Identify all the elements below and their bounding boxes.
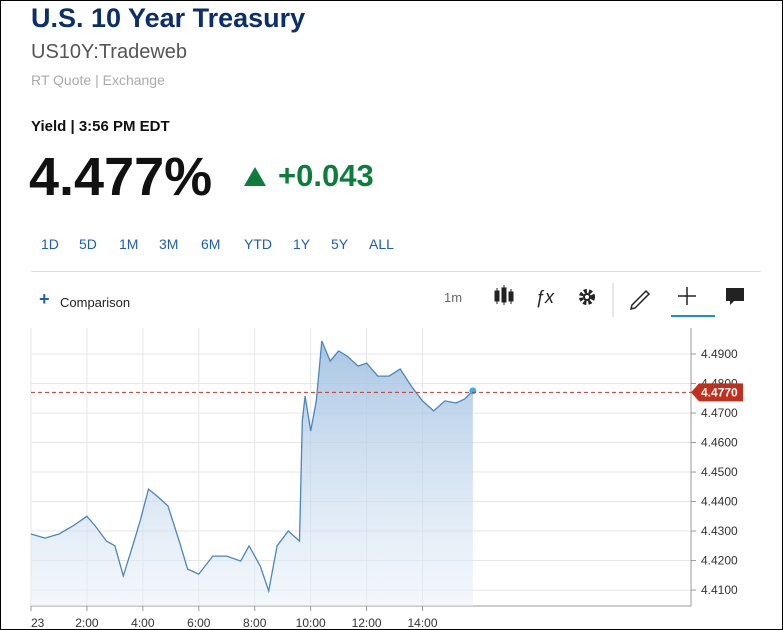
y-tick-label: 4.4400 (701, 495, 738, 509)
price: 4.477% (29, 147, 213, 207)
gear-icon[interactable] (579, 289, 595, 305)
y-tick-label: 4.4200 (701, 554, 738, 568)
x-tick-label: 2:00 (75, 616, 99, 629)
range-button[interactable]: YTD (244, 236, 272, 252)
area (31, 341, 473, 606)
x-tick-label: 8:00 (243, 616, 267, 629)
separator (31, 271, 761, 272)
line (30, 340, 474, 594)
y-tick-label: 4.4100 (701, 583, 738, 597)
range-button[interactable]: 5D (79, 236, 97, 252)
y-tick-label: 4.4600 (701, 436, 738, 450)
yield-label: Yield | 3:56 PM EDT (31, 118, 170, 135)
crosshair-icon[interactable] (678, 287, 696, 305)
x-tick-label: 4:00 (131, 616, 155, 629)
range-button[interactable]: 3M (159, 236, 179, 252)
last-point (469, 387, 477, 395)
up-arrow (244, 167, 266, 186)
source: RT Quote | Exchange (31, 72, 165, 88)
candle-icon[interactable] (494, 285, 514, 305)
current-label: 4.4770 (701, 385, 738, 399)
range-button[interactable]: 1Y (293, 236, 311, 252)
x-tick-label: 12:00 (352, 616, 382, 629)
interval[interactable]: 1m (444, 290, 463, 305)
x-tick-label: 14:00 (408, 616, 438, 629)
title: U.S. 10 Year Treasury (31, 3, 306, 33)
range-button[interactable]: 1D (41, 236, 59, 252)
symbol: US10Y:Tradeweb (31, 41, 188, 63)
x-tick-label: 10:00 (296, 616, 326, 629)
fx-icon[interactable]: ƒx (535, 287, 555, 307)
range-button[interactable]: ALL (369, 236, 394, 252)
comparison[interactable]: Comparison (60, 295, 131, 310)
y-tick-label: 4.4700 (701, 406, 738, 420)
toolbar-icons: ƒx (494, 283, 744, 317)
current-tag (691, 383, 743, 402)
x-tick-label: 23 (31, 616, 45, 629)
change: +0.043 (278, 158, 374, 193)
y-tick-label: 4.4500 (701, 465, 738, 479)
range-button[interactable]: 6M (201, 236, 221, 252)
y-tick-label: 4.4900 (701, 347, 738, 361)
plus-icon[interactable]: + (39, 289, 50, 309)
range-button[interactable]: 1M (119, 236, 139, 252)
x-tick-label: 6:00 (187, 616, 211, 629)
y-tick-label: 4.4300 (701, 524, 738, 538)
comment-icon[interactable] (726, 288, 744, 305)
range-button[interactable]: 5Y (331, 236, 349, 252)
pencil-icon[interactable] (629, 289, 651, 311)
